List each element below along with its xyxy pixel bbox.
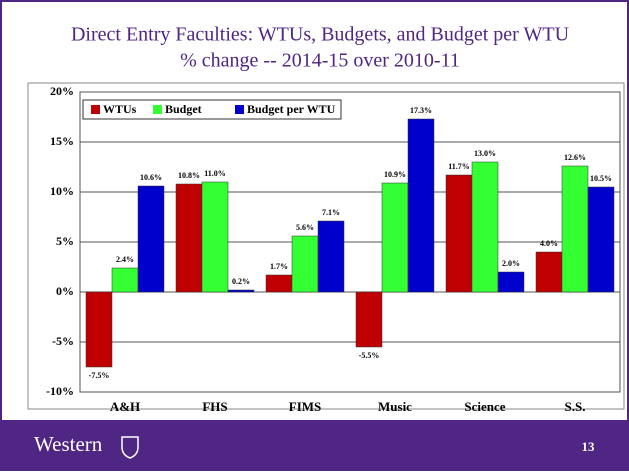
chart-subtitle: % change -- 2014-15 over 2010-11 — [180, 50, 460, 72]
value-label: -7.5% — [89, 371, 110, 380]
chart-title: Direct Entry Faculties: WTUs, Budgets, a… — [71, 24, 570, 46]
legend-label: Budget — [165, 102, 202, 116]
legend-label: WTUs — [103, 102, 137, 116]
bar — [137, 185, 165, 293]
x-tick-label: S.S. — [565, 399, 586, 414]
value-label: 1.7% — [270, 262, 288, 271]
bar — [291, 235, 319, 293]
bar — [85, 291, 113, 368]
legend-swatch — [153, 105, 162, 114]
footer-logo: Western — [34, 432, 103, 456]
x-tick-label: FHS — [202, 399, 227, 414]
y-tick-label: 15% — [50, 134, 74, 148]
value-label: 5.6% — [296, 223, 314, 232]
legend-box — [82, 99, 342, 120]
bar — [497, 271, 525, 293]
legend-swatch — [91, 105, 100, 114]
x-tick-label: Science — [464, 399, 505, 414]
value-label: -5.5% — [359, 351, 380, 360]
footer-band — [0, 420, 629, 471]
value-label: 2.0% — [502, 259, 520, 268]
value-label: 11.0% — [204, 169, 226, 178]
x-tick-label: FIMS — [289, 399, 322, 414]
bar — [381, 182, 409, 293]
bar — [355, 291, 383, 348]
plot: -10% -5% 0% 5% 10% 15% 20% A&H -7.5% 2.4% 10.6% FHS… — [46, 84, 621, 414]
bar — [201, 181, 229, 293]
bar — [227, 289, 255, 293]
y-tick-label: 20% — [50, 84, 74, 98]
value-label: 10.8% — [178, 171, 200, 180]
bar — [471, 161, 499, 293]
bar — [175, 183, 203, 293]
legend-swatch — [235, 105, 244, 114]
bar — [535, 251, 563, 293]
value-label: 7.1% — [322, 208, 340, 217]
value-label: 10.6% — [140, 173, 162, 182]
value-label: 12.6% — [564, 153, 586, 162]
bar — [317, 220, 345, 293]
bar — [111, 267, 139, 293]
value-label: 0.2% — [232, 277, 250, 286]
x-tick-label: A&H — [110, 399, 140, 414]
bar — [587, 186, 615, 293]
y-tick-label: 0% — [56, 284, 74, 298]
y-tick-label: 10% — [50, 184, 74, 198]
value-label: 4.0% — [540, 239, 558, 248]
value-label: 13.0% — [474, 149, 496, 158]
bar — [445, 174, 473, 293]
page-number: 13 — [582, 439, 596, 454]
legend-label: Budget per WTU — [247, 102, 336, 116]
logo-shield — [121, 436, 139, 459]
x-tick-label: Music — [378, 399, 412, 414]
bar — [561, 165, 589, 293]
value-label: 11.7% — [448, 162, 470, 171]
y-tick-label: 5% — [56, 234, 74, 248]
bar — [265, 274, 293, 293]
value-label: 10.9% — [384, 170, 406, 179]
y-tick-label: -10% — [46, 384, 74, 398]
value-label: 10.5% — [590, 174, 612, 183]
value-label: 17.3% — [410, 106, 432, 115]
value-label: 2.4% — [116, 255, 134, 264]
y-tick-label: -5% — [52, 334, 74, 348]
bar — [407, 118, 435, 293]
